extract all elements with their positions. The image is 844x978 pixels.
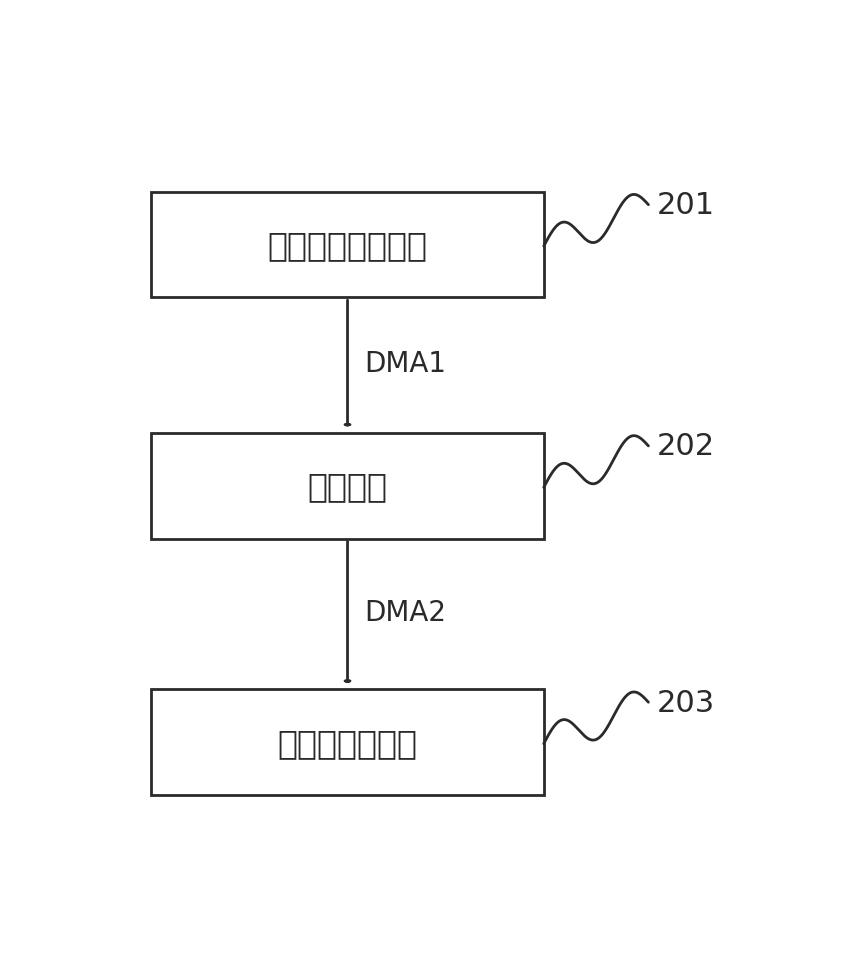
Text: 数据缓存: 数据缓存 bbox=[307, 469, 387, 503]
Text: DMA1: DMA1 bbox=[364, 350, 446, 378]
Text: DMA2: DMA2 bbox=[364, 599, 446, 627]
Bar bbox=[151, 193, 544, 298]
Bar bbox=[151, 433, 544, 539]
Text: 模数转换器寄存器: 模数转换器寄存器 bbox=[268, 229, 428, 262]
Text: 203: 203 bbox=[657, 688, 715, 717]
Bar bbox=[151, 689, 544, 795]
Text: 202: 202 bbox=[657, 432, 714, 461]
Text: 串口发送寄存器: 串口发送寄存器 bbox=[278, 726, 418, 759]
Text: 201: 201 bbox=[657, 191, 714, 220]
